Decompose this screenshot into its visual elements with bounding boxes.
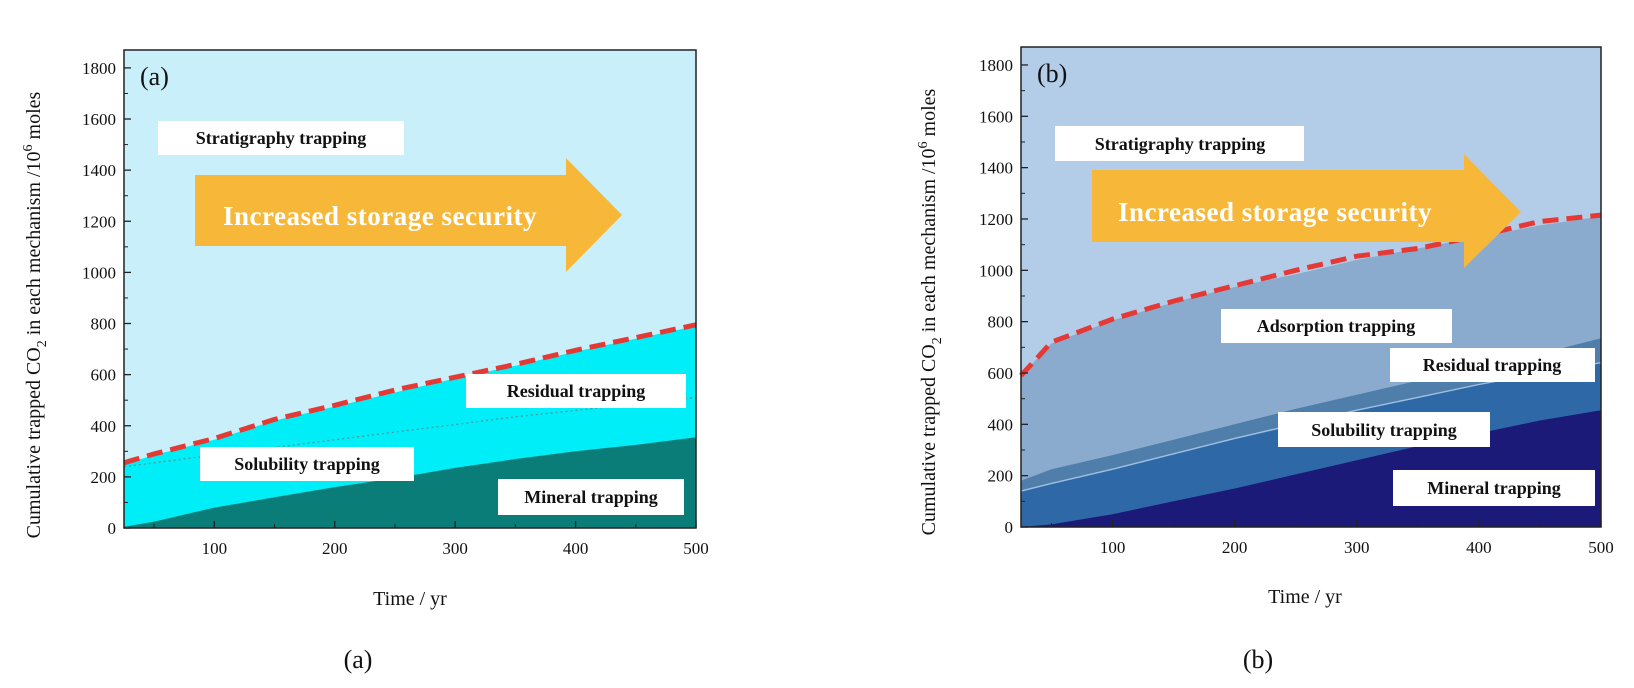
panel-a-y-tick-label: 800 <box>91 315 117 334</box>
panel-b-label-mineral: Mineral trapping <box>1427 478 1561 498</box>
panel-b-label-box-solubility <box>1278 412 1490 447</box>
panel-a-y-title-superscript: 6 <box>21 144 36 151</box>
panel-b-frame <box>1020 46 1602 528</box>
panel-a-label-mineral: Mineral trapping <box>524 487 658 507</box>
panel-a-x-tick-label: 500 <box>683 539 709 558</box>
panel-a-y-title-subscript: 2 <box>35 340 50 347</box>
panel-a-y-tick-label: 0 <box>108 519 117 538</box>
panel-a-y-tick-label: 1000 <box>82 263 116 282</box>
panel-b-x-axis: 100 200 300 400 500 <box>1051 520 1614 557</box>
panel-a-storage-security-arrow <box>195 158 622 272</box>
panel-b-y-title-part2: in each mechanism /10 <box>918 148 940 337</box>
panel-b-label-solubility: Solubility trapping <box>1311 420 1457 440</box>
panel-a-y-tick-label: 400 <box>91 417 117 436</box>
panel-b-label-adsorption: Adsorption trapping <box>1257 316 1416 336</box>
panel-b-y-tick-label: 600 <box>988 364 1014 383</box>
panel-a-y-tick-label: 1200 <box>82 212 116 231</box>
panel-b-x-tick-label: 500 <box>1588 538 1614 557</box>
panel-b-label-box-stratigraphy <box>1055 126 1304 161</box>
panel-a-y-title-part1: Cumulative trapped CO <box>23 347 45 538</box>
panel-a: Increased storage security Stratigraphy … <box>21 49 709 674</box>
panel-a-frame <box>123 49 697 529</box>
panel-b-arrow-text: Increased storage security <box>1118 197 1432 227</box>
panel-b-x-tick-label: 300 <box>1344 538 1370 557</box>
panel-a-x-axis-title: Time / yr <box>373 588 447 610</box>
panel-a-y-axis: 0 200 400 600 800 1000 1200 1400 1600 1800 <box>82 59 131 538</box>
panel-b-x-tick-label: 200 <box>1222 538 1248 557</box>
panel-b-x-tick-label: 400 <box>1466 538 1492 557</box>
panel-a-y-tick-label: 1600 <box>82 110 116 129</box>
panel-b-y-title-part3: moles <box>918 88 940 141</box>
panel-a-y-tick-label: 600 <box>91 366 117 385</box>
panel-a-x-tick-label: 100 <box>202 539 228 558</box>
panel-a-y-axis-title: Cumulative trapped CO2 in each mechanism… <box>21 91 50 538</box>
panel-b-y-axis: 0 200 400 600 800 1000 1200 1400 1600 1800 <box>979 56 1028 537</box>
panel-a-y-tick-label: 200 <box>91 468 117 487</box>
panel-a-dashed-boundary-line <box>123 322 697 466</box>
panel-b-x-axis-title: Time / yr <box>1268 586 1342 608</box>
panel-b-y-tick-label: 0 <box>1005 518 1014 537</box>
panel-a-letter: (a) <box>140 62 169 91</box>
panel-b-y-tick-label: 400 <box>988 415 1014 434</box>
panel-b-caption: (b) <box>1243 645 1273 674</box>
panel-b-y-tick-label: 200 <box>988 467 1014 486</box>
panel-b-y-tick-label: 1600 <box>979 107 1013 126</box>
panel-b-y-tick-label: 1800 <box>979 56 1013 75</box>
panel-a-y-tick-label: 1400 <box>82 161 116 180</box>
panel-a-label-stratigraphy: Stratigraphy trapping <box>196 128 367 148</box>
panel-b-label-box-mineral <box>1393 470 1595 506</box>
panel-a-label-box-residual <box>466 374 686 408</box>
panel-b: Increased storage security Stratigraphy … <box>916 46 1614 674</box>
panel-b-y-tick-label: 1200 <box>979 210 1013 229</box>
panel-a-label-residual: Residual trapping <box>507 381 646 401</box>
panel-b-y-axis-title: Cumulative trapped CO2 in each mechanism… <box>916 88 945 535</box>
panel-a-y-title-part3: moles <box>23 91 45 144</box>
panel-b-letter: (b) <box>1037 59 1067 88</box>
panel-b-y-title-subscript: 2 <box>930 337 945 344</box>
panel-b-y-title-part1: Cumulative trapped CO <box>918 344 940 535</box>
panel-a-x-tick-label: 200 <box>322 539 348 558</box>
panel-a-x-tick-label: 300 <box>442 539 468 558</box>
panel-a-line-solubility-boundary <box>123 396 697 468</box>
panel-b-label-residual: Residual trapping <box>1423 355 1562 375</box>
panel-a-y-tick-label: 1800 <box>82 59 116 78</box>
panel-b-y-title-superscript: 6 <box>916 141 931 148</box>
panel-b-label-stratigraphy: Stratigraphy trapping <box>1095 134 1266 154</box>
panel-a-label-box-stratigraphy <box>158 121 404 155</box>
panel-b-label-box-residual <box>1390 348 1595 382</box>
panel-a-arrow-text: Increased storage security <box>223 201 537 231</box>
panel-a-x-tick-label: 400 <box>563 539 589 558</box>
panel-b-y-tick-label: 800 <box>988 313 1014 332</box>
panel-a-label-box-solubility <box>200 447 414 481</box>
panel-a-label-box-mineral <box>498 479 684 515</box>
panel-a-label-solubility: Solubility trapping <box>234 454 380 474</box>
panel-b-label-box-adsorption <box>1221 309 1452 343</box>
panel-b-y-tick-label: 1400 <box>979 159 1013 178</box>
panel-b-storage-security-arrow <box>1092 154 1521 268</box>
panel-a-x-axis: 100 200 300 400 500 <box>153 521 709 558</box>
panel-a-caption: (a) <box>344 645 373 674</box>
panel-b-y-tick-label: 1000 <box>979 261 1013 280</box>
panel-b-x-tick-label: 100 <box>1100 538 1126 557</box>
panel-a-y-title-part2: in each mechanism /10 <box>23 151 45 340</box>
